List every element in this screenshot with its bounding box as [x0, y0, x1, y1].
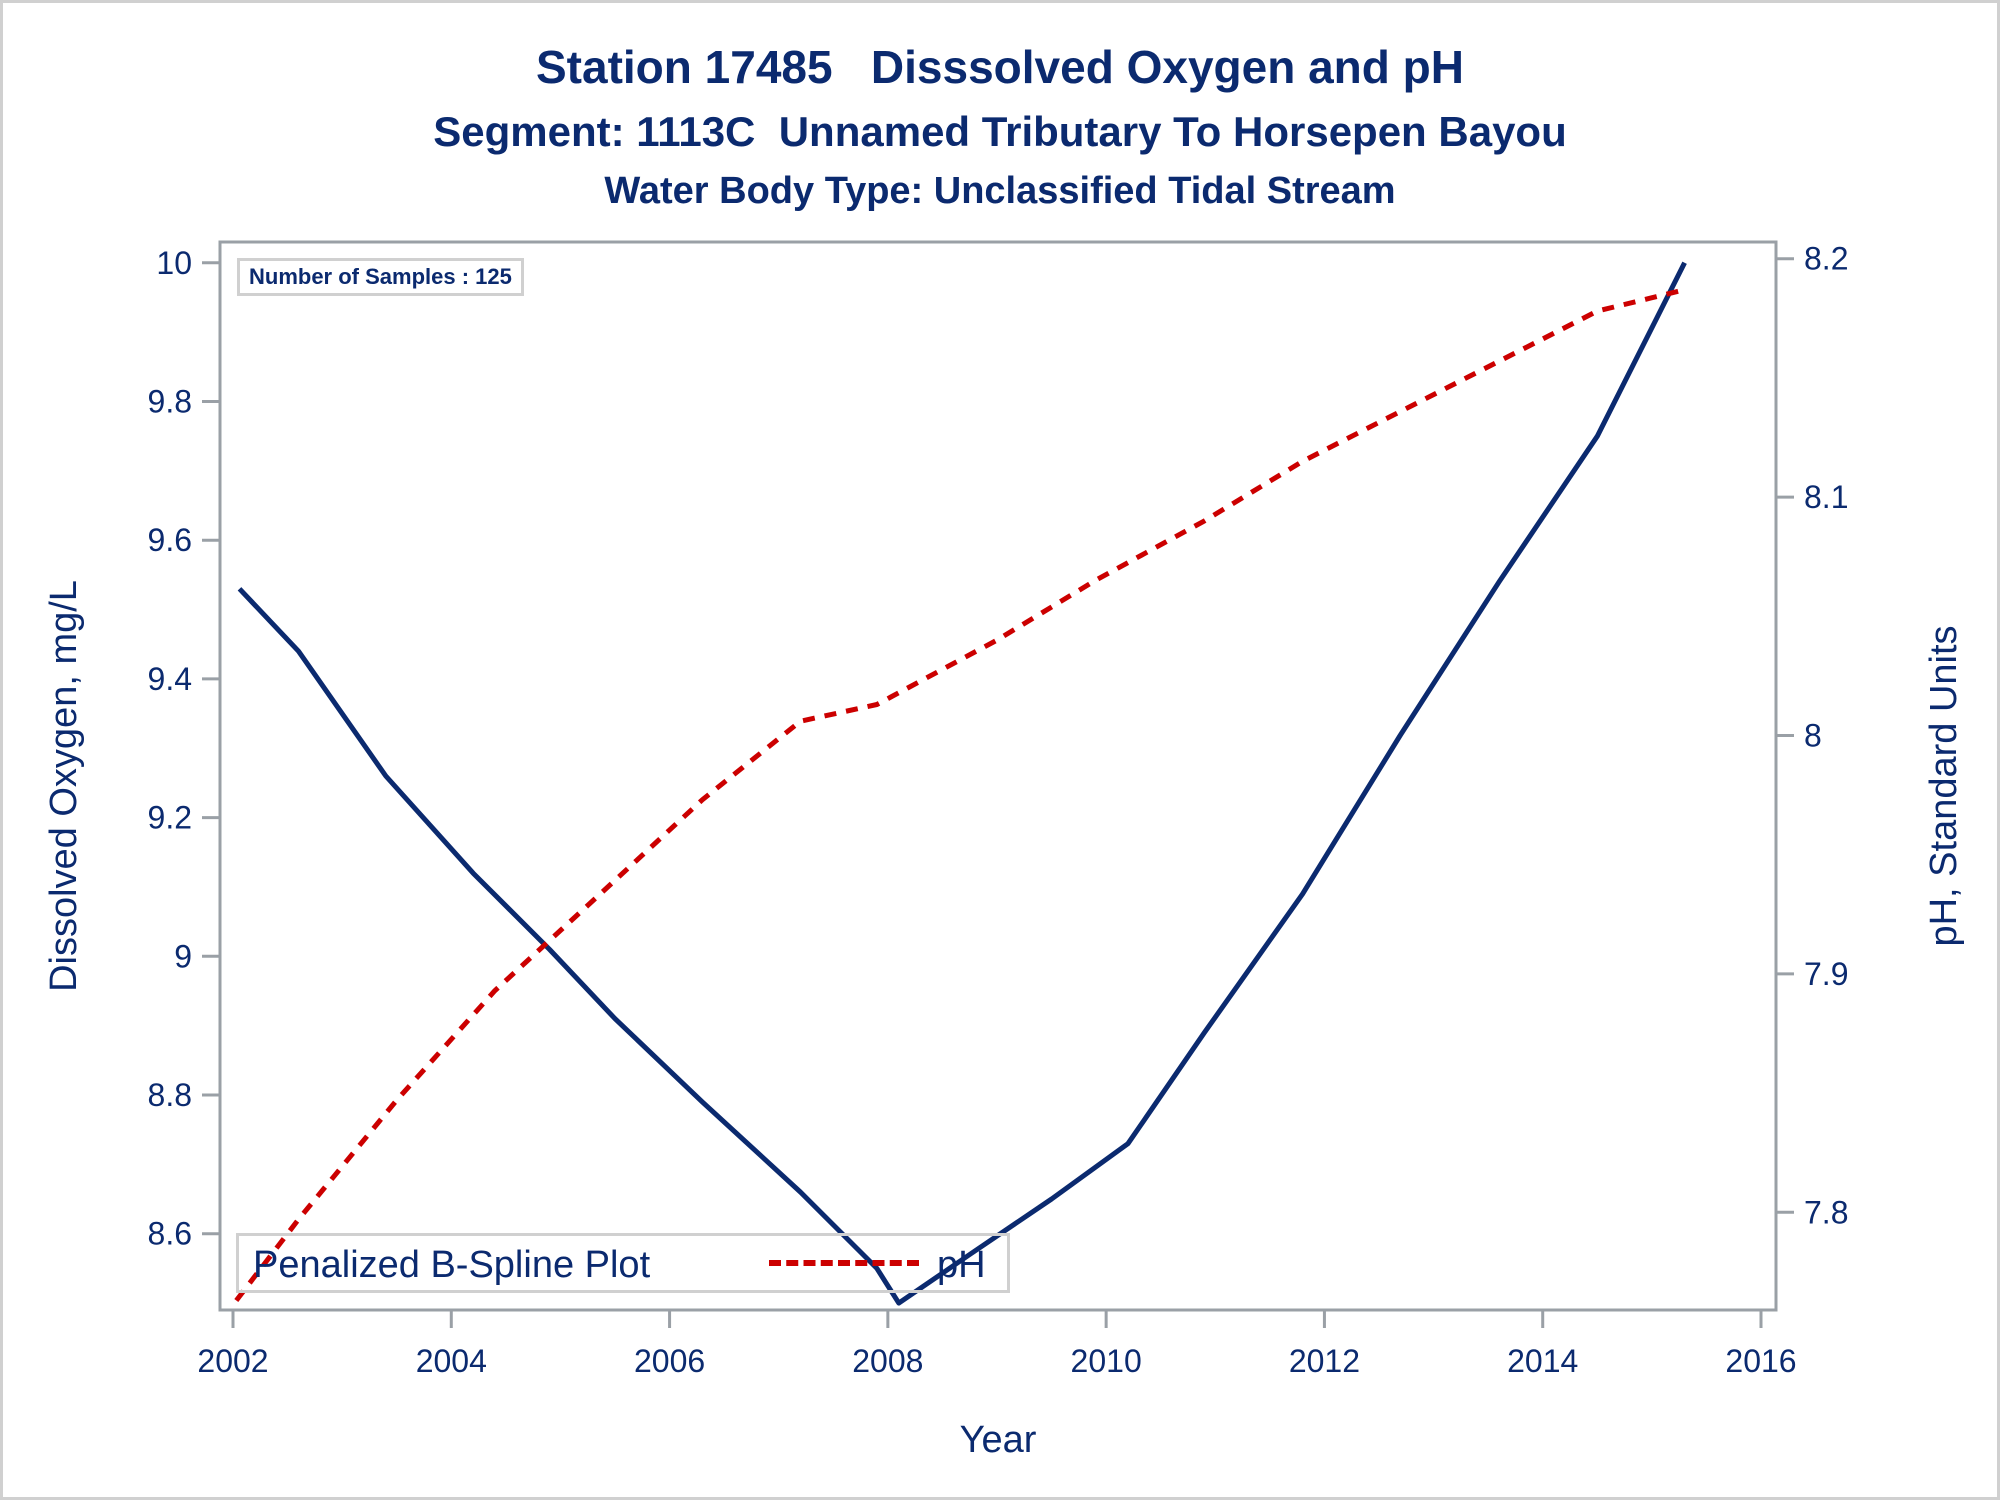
- plot-area: [218, 240, 1778, 1312]
- x-tick-label: 2012: [1289, 1343, 1360, 1379]
- x-tick-label: 2006: [634, 1343, 705, 1379]
- y-axis-left: 8.6 8.8 9 9.2 9.4 9.6 9.8 10: [148, 245, 220, 1252]
- y-tick-label: 9: [174, 938, 192, 974]
- y2-axis-title: pH, Standard Units: [1923, 625, 1965, 946]
- y-tick-label: 8.6: [148, 1216, 192, 1252]
- x-tick-label: 2002: [197, 1343, 268, 1379]
- legend-label-ph: pH: [937, 1244, 986, 1286]
- y-axis-right: 7.8 7.9 8 8.1 8.2: [1776, 241, 1848, 1230]
- y2-tick-label: 8: [1804, 717, 1822, 753]
- x-tick-label: 2016: [1725, 1343, 1796, 1379]
- sample-count-inset: Number of Samples : 125: [237, 258, 524, 296]
- x-axis: 2002 2004 2006 2008 2010 2012 2014 2016: [197, 1310, 1797, 1379]
- y2-tick-label: 7.9: [1804, 956, 1848, 992]
- chart-title: Station 17485 Disssolved Oxygen and pH: [536, 41, 1464, 93]
- x-tick-label: 2008: [852, 1343, 923, 1379]
- series-group: [234, 261, 1687, 1306]
- series-line-ph: [234, 287, 1686, 1303]
- y2-tick-label: 8.2: [1804, 241, 1848, 277]
- x-axis-title: Year: [960, 1419, 1037, 1461]
- y-tick-label: 10: [156, 245, 192, 281]
- y-tick-label: 8.8: [148, 1077, 192, 1113]
- x-tick-label: 2010: [1071, 1343, 1142, 1379]
- y-axis-title: Dissolved Oxygen, mg/L: [43, 580, 85, 992]
- y-tick-label: 9.6: [148, 522, 192, 558]
- legend: Penalized B-Spline Plot pH: [236, 1233, 1010, 1293]
- y-tick-label: 9.4: [148, 661, 192, 697]
- y2-tick-label: 7.8: [1804, 1194, 1848, 1230]
- series-line-dissolved-oxygen: [237, 261, 1687, 1306]
- chart-subtitle-water-body: Water Body Type: Unclassified Tidal Stre…: [604, 170, 1396, 212]
- chart-subtitle-segment: Segment: 1113C Unnamed Tributary To Hors…: [433, 108, 1567, 155]
- y-tick-label: 9.8: [148, 384, 192, 420]
- x-tick-label: 2004: [416, 1343, 487, 1379]
- y2-tick-label: 8.1: [1804, 479, 1848, 515]
- legend-swatch-ph: [769, 1260, 919, 1266]
- legend-title: Penalized B-Spline Plot: [253, 1244, 651, 1286]
- x-tick-label: 2014: [1507, 1343, 1578, 1379]
- y-tick-label: 9.2: [148, 800, 192, 836]
